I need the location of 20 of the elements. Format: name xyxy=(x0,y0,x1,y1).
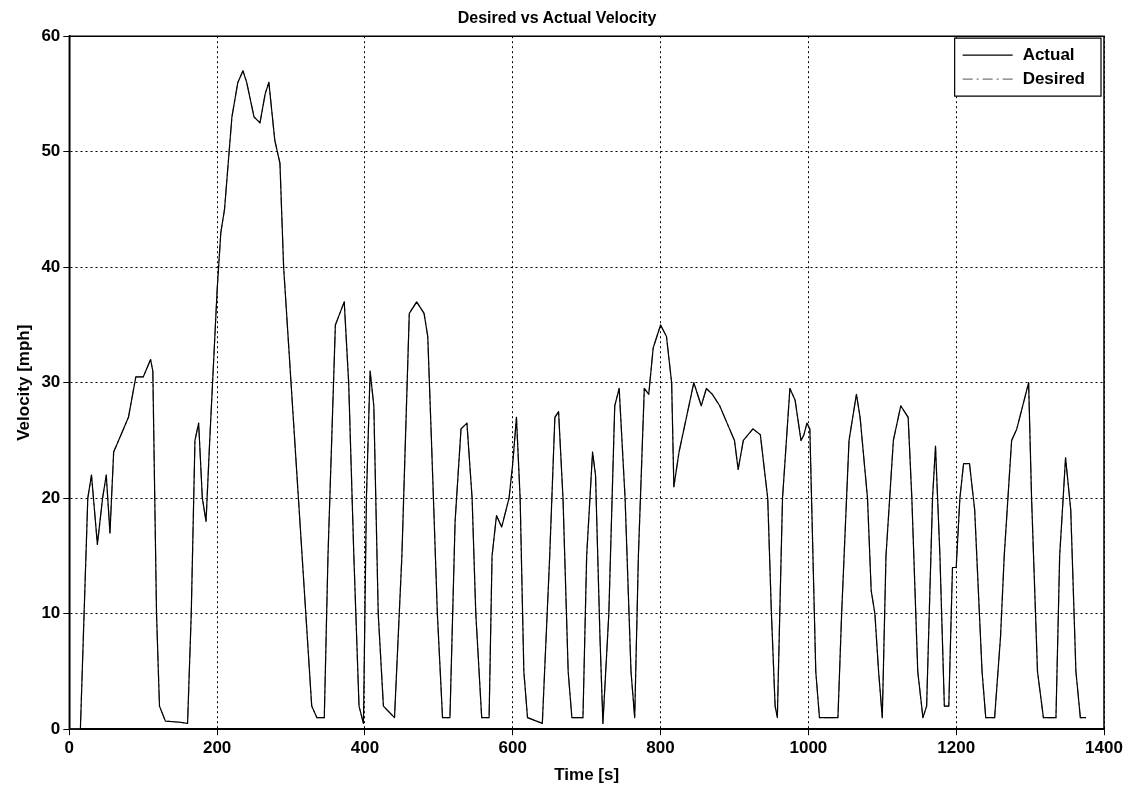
x-tick-label: 1200 xyxy=(937,738,976,758)
legend-label: Actual xyxy=(1022,44,1075,64)
legend-label: Desired xyxy=(1022,68,1086,88)
x-tick-label: 0 xyxy=(64,738,75,758)
y-tick-label: 40 xyxy=(41,256,61,276)
chart-title: Desired vs Actual Velocity xyxy=(457,9,657,27)
x-tick-label: 1000 xyxy=(789,738,828,758)
y-axis-title: Velocity [mph] xyxy=(13,324,33,441)
y-tick-label: 50 xyxy=(41,141,61,161)
x-axis-title: Time [s] xyxy=(554,765,620,785)
y-tick-label: 10 xyxy=(41,603,61,623)
x-tick-label: 800 xyxy=(646,738,675,758)
x-tick-label: 400 xyxy=(350,738,380,758)
x-tick-label: 200 xyxy=(202,738,232,758)
x-tick-label: 600 xyxy=(498,738,527,758)
y-tick-label: 20 xyxy=(41,487,61,507)
y-tick-label: 0 xyxy=(50,718,61,738)
y-tick-label: 30 xyxy=(41,372,61,392)
x-tick-label: 1400 xyxy=(1085,738,1123,758)
y-tick-label: 60 xyxy=(41,25,61,45)
